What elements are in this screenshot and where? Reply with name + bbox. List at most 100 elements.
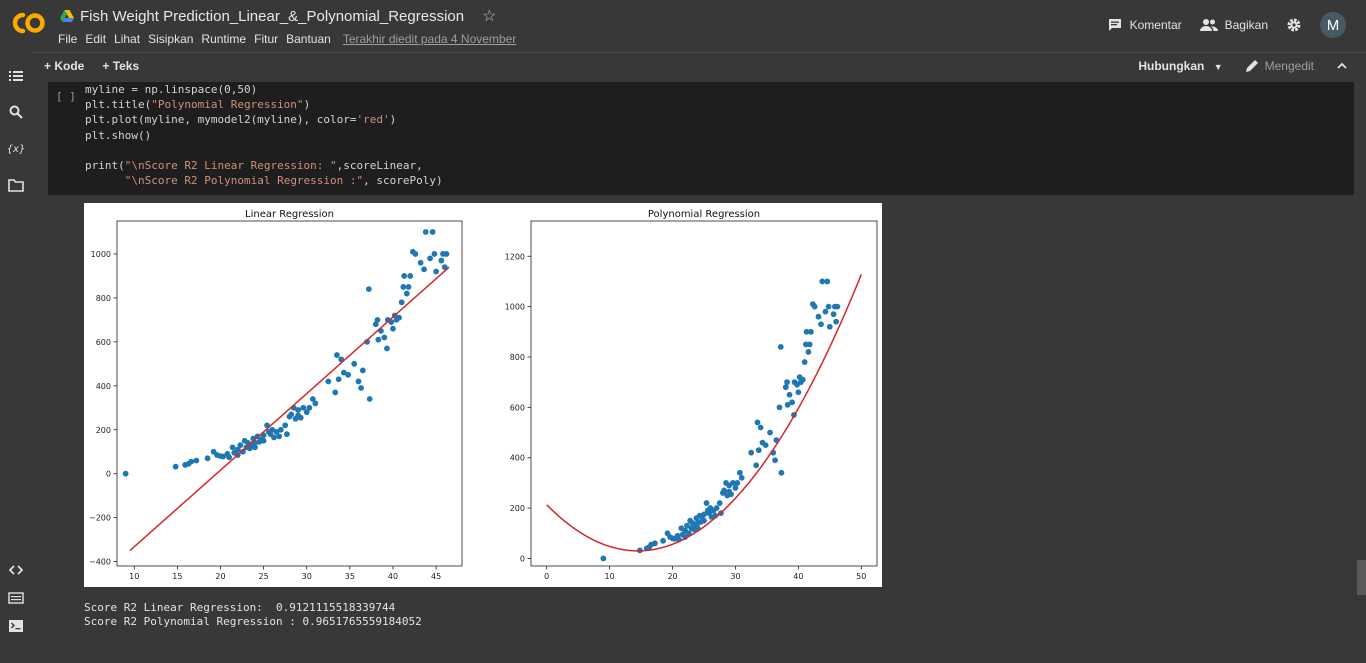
linear-data-point <box>438 257 445 264</box>
poly-y-tick-label: 1200 <box>505 252 525 261</box>
code-snippets-icon[interactable] <box>8 562 24 578</box>
poly-data-point <box>782 384 789 391</box>
output-text: Score R2 Linear Regression: 0.9121115518… <box>84 601 422 630</box>
linear-data-point <box>384 345 390 352</box>
code-editor[interactable]: myline = np.linspace(0,50) plt.title("Pol… <box>85 82 443 188</box>
menu-file[interactable]: File <box>58 32 78 46</box>
caret-down-icon: ▼ <box>1213 62 1223 72</box>
menu-bar: File Edit Lihat Sisipkan Runtime Fitur B… <box>58 32 524 46</box>
poly-data-point <box>730 479 736 486</box>
linear-axes-frame <box>116 220 463 567</box>
poly-data-point <box>738 474 745 481</box>
code-cell[interactable]: [ ] myline = np.linspace(0,50) plt.title(… <box>48 82 1354 195</box>
share-button[interactable]: Bagikan <box>1199 18 1268 32</box>
poly-data-point <box>753 462 760 469</box>
linear-y-tick-label: 200 <box>96 426 111 435</box>
poly-data-point <box>660 537 667 544</box>
table-of-contents-icon[interactable] <box>8 68 24 84</box>
notebook-title[interactable]: Fish Weight Prediction_Linear_&_Polynomi… <box>80 7 465 25</box>
linear-data-point <box>398 299 405 306</box>
poly-data-point <box>684 522 690 529</box>
code-line: "\nScore R2 Polynomial Regression :", sc… <box>124 174 443 188</box>
poly-data-point <box>805 349 812 355</box>
linear-data-point <box>405 284 412 290</box>
poly-y-tick-label: 400 <box>510 454 525 463</box>
menu-help[interactable]: Bantuan <box>286 32 331 46</box>
menu-runtime[interactable]: Runtime <box>201 32 247 46</box>
poly-chart-title: Polynomial Regression <box>648 209 760 220</box>
poly-data-point <box>825 303 832 310</box>
linear-data-point <box>229 444 236 451</box>
linear-data-point <box>345 371 352 378</box>
last-edited-link[interactable]: Terakhir diedit pada 4 November <box>342 32 517 46</box>
linear-y-tick-label: 800 <box>96 294 111 303</box>
colab-logo[interactable] <box>11 11 45 35</box>
poly-data-point <box>818 321 824 328</box>
poly-data-point <box>786 391 793 398</box>
search-icon[interactable] <box>8 104 24 120</box>
poly-x-tick-label: 30 <box>730 572 740 581</box>
linear-data-point <box>427 255 433 262</box>
linear-data-point <box>240 448 246 455</box>
linear-data-point <box>417 259 424 266</box>
menu-tools[interactable]: Fitur <box>254 32 279 46</box>
command-palette-icon[interactable] <box>8 590 24 606</box>
linear-data-point <box>431 251 438 257</box>
code-line: plt.show() <box>85 128 152 142</box>
linear-data-point <box>443 251 450 257</box>
poly-data-point <box>754 419 761 426</box>
poly-data-point <box>736 469 743 476</box>
avatar[interactable]: M <box>1320 12 1346 38</box>
linear-data-point <box>421 266 427 273</box>
poly-data-point <box>755 447 762 454</box>
add-text-label: Teks <box>112 59 140 73</box>
linear-data-point <box>122 470 129 477</box>
run-cell-button[interactable]: [ ] <box>56 90 76 103</box>
variables-icon[interactable]: {x} <box>8 140 24 156</box>
add-text-button[interactable]: + Teks <box>102 59 140 73</box>
share-label: Bagikan <box>1224 18 1268 32</box>
app-header: Fish Weight Prediction_Linear_&_Polynomi… <box>0 0 1366 52</box>
comment-icon <box>1108 19 1121 31</box>
linear-data-point <box>355 378 362 385</box>
comment-label: Komentar <box>1129 18 1182 32</box>
editing-button[interactable]: Mengedit <box>1245 59 1314 73</box>
linear-score-line: Score R2 Linear Regression: 0.9121115518… <box>84 601 396 614</box>
menu-view[interactable]: Lihat <box>114 32 141 46</box>
folder-icon[interactable] <box>8 177 24 193</box>
linear-data-point <box>401 273 408 279</box>
poly-data-point <box>826 323 833 330</box>
comment-button[interactable]: Komentar <box>1107 17 1182 33</box>
connect-button[interactable]: Hubungkan ▼ <box>1138 59 1222 73</box>
poly-y-tick-label: 600 <box>510 403 525 412</box>
figure-canvas: Linear Regression 10 15 20 25 30 35 40 45 −400 −20… <box>89 209 878 581</box>
linear-data-point <box>260 437 267 444</box>
linear-data-point <box>226 454 233 461</box>
add-code-button[interactable]: + Kode <box>44 59 85 73</box>
poly-x-tick-label: 50 <box>856 572 866 581</box>
gear-icon[interactable] <box>1286 17 1302 33</box>
linear-data-point <box>374 316 381 323</box>
menu-edit[interactable]: Edit <box>85 32 107 46</box>
linear-data-point <box>234 446 241 453</box>
linear-x-tick-label: 15 <box>172 572 182 581</box>
connect-label: Hubungkan <box>1138 59 1205 73</box>
linear-data-point <box>334 352 340 358</box>
pencil-icon <box>1245 60 1258 72</box>
linear-data-point <box>381 334 388 341</box>
menu-insert[interactable]: Sisipkan <box>148 32 194 46</box>
poly-x-tick-label: 10 <box>605 572 615 581</box>
scrollbar-thumb[interactable] <box>1357 560 1366 595</box>
poly-data-point <box>776 404 783 411</box>
linear-data-point <box>372 321 379 328</box>
terminal-icon[interactable] <box>8 618 24 634</box>
linear-data-point <box>365 286 372 293</box>
poly-data-point <box>721 487 728 494</box>
linear-x-tick-label: 10 <box>129 572 139 581</box>
star-icon[interactable]: ☆ <box>482 8 497 25</box>
poly-y-tick-label: 0 <box>520 554 525 563</box>
poly-data-point <box>803 328 810 335</box>
collapse-header-icon[interactable] <box>1336 60 1348 72</box>
code-line: print("\nScore R2 Linear Regression: ",s… <box>85 159 423 173</box>
poly-data-point <box>778 469 785 476</box>
